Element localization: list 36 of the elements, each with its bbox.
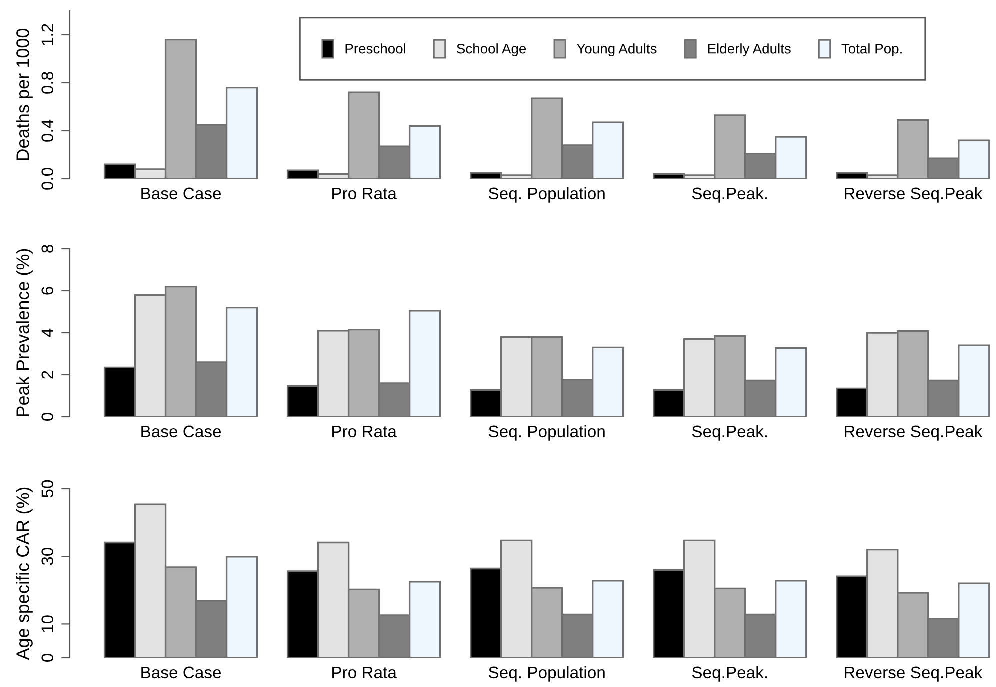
x-tick-label: Base Case	[142, 666, 222, 679]
y-tick-label: 0	[42, 413, 54, 421]
x-tick-label: Pro Rata	[332, 666, 397, 679]
y-axis-title: Deaths per 1000	[16, 28, 33, 160]
x-tick-label: Seq. Population	[489, 666, 605, 682]
y-tick-label: 10	[42, 616, 54, 632]
y-tick-label: 0.8	[42, 72, 54, 94]
x-tick-label: Reverse Seq.Peak	[845, 425, 983, 441]
y-tick-label: 50	[42, 480, 54, 498]
x-tick-label: Base Case	[142, 426, 222, 438]
y-tick-label: 8	[42, 245, 54, 253]
x-tick-label: Base Case	[142, 188, 222, 200]
y-tick-label: 4	[42, 328, 54, 338]
legend-label: Elderly Adults	[708, 44, 791, 57]
y-axis-title: Age specific CAR (%)	[16, 488, 33, 660]
y-tick-label: 0.0	[42, 168, 54, 190]
y-tick-label: 1.2	[42, 24, 54, 46]
x-tick-label: Seq. Population	[489, 425, 605, 441]
x-tick-label: Reverse Seq.Peak	[845, 666, 983, 682]
x-tick-label: Reverse Seq.Peak	[845, 187, 983, 203]
legend-label: Total Pop.	[842, 44, 902, 57]
x-tick-label: Seq.Peak.	[692, 187, 768, 203]
y-axis-title: Peak Prevalence (%)	[16, 249, 33, 416]
x-tick-label: Pro Rata	[332, 188, 397, 200]
x-tick-label: Seq.Peak.	[692, 666, 768, 682]
legend-label: School Age	[457, 44, 526, 57]
y-tick-label: 2	[42, 371, 54, 379]
legend-label: Young Adults	[576, 44, 657, 57]
y-tick-label: 0.4	[42, 120, 54, 142]
y-tick-label: 30	[42, 548, 54, 566]
y-tick-label: 6	[42, 287, 54, 295]
x-tick-label: Seq.Peak.	[692, 425, 768, 441]
legend-label: Preschool	[346, 44, 406, 54]
x-tick-label: Pro Rata	[332, 426, 397, 438]
x-tick-label: Seq. Population	[489, 187, 605, 203]
y-tick-label: 0	[42, 654, 54, 662]
